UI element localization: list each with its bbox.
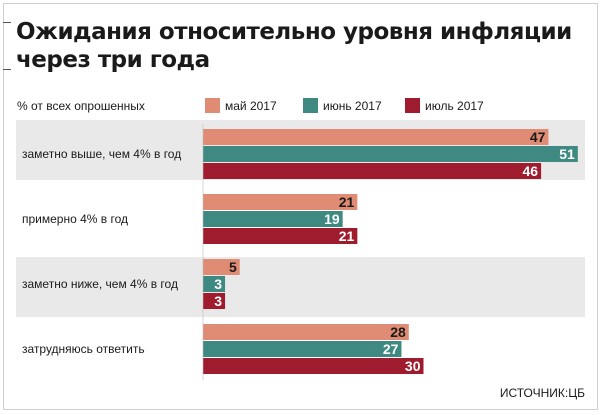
category-label-2: примерно 4% в год — [22, 212, 128, 226]
title-tick-bottom — [3, 69, 11, 70]
category-label-4: затрудняюсь ответить — [22, 342, 145, 356]
bar-1-1 — [203, 129, 549, 145]
bar-4-3 — [203, 358, 424, 374]
bar-1-2 — [203, 146, 578, 162]
bar-2-1 — [203, 194, 358, 210]
legend-swatch-2 — [303, 98, 318, 113]
legend-swatch-1 — [205, 98, 220, 113]
legend-label-3: июль 2017 — [425, 99, 484, 113]
legend-label-1: май 2017 — [225, 99, 277, 113]
bar-4-2 — [203, 341, 402, 357]
bar-value-1-1: 47 — [530, 129, 546, 145]
bar-4-1 — [203, 324, 409, 340]
bar-value-4-1: 28 — [390, 324, 406, 340]
bar-2-2 — [203, 211, 343, 227]
bar-value-4-3: 30 — [405, 358, 421, 374]
unit-label: % от всех опрошенных — [17, 99, 145, 113]
bar-value-4-2: 27 — [383, 341, 399, 357]
bar-value-3-3: 3 — [214, 293, 222, 309]
bar-value-2-1: 21 — [339, 194, 355, 210]
bar-3-1 — [203, 259, 240, 275]
category-band-3 — [16, 257, 585, 317]
title-tick-top — [3, 22, 11, 23]
category-label-3: заметно ниже, чем 4% в год — [22, 277, 178, 291]
bar-value-1-2: 51 — [559, 146, 575, 162]
bar-2-3 — [203, 228, 358, 244]
bar-value-1-3: 46 — [523, 163, 539, 179]
bar-3-3 — [203, 293, 226, 309]
legend-label-2: июнь 2017 — [323, 99, 382, 113]
bar-1-3 — [203, 163, 542, 179]
legend-swatch-3 — [405, 98, 420, 113]
bar-value-2-3: 21 — [339, 228, 355, 244]
bar-value-3-1: 5 — [229, 259, 237, 275]
bar-value-3-2: 3 — [214, 276, 222, 292]
bar-value-2-2: 19 — [324, 211, 340, 227]
chart-title: Ожидания относительно уровня инфляции че… — [16, 19, 572, 73]
bar-3-2 — [203, 276, 226, 292]
category-label-1: заметно выше, чем 4% в год — [22, 147, 181, 161]
source-note: ИСТОЧНИК:ЦБ — [500, 386, 585, 400]
